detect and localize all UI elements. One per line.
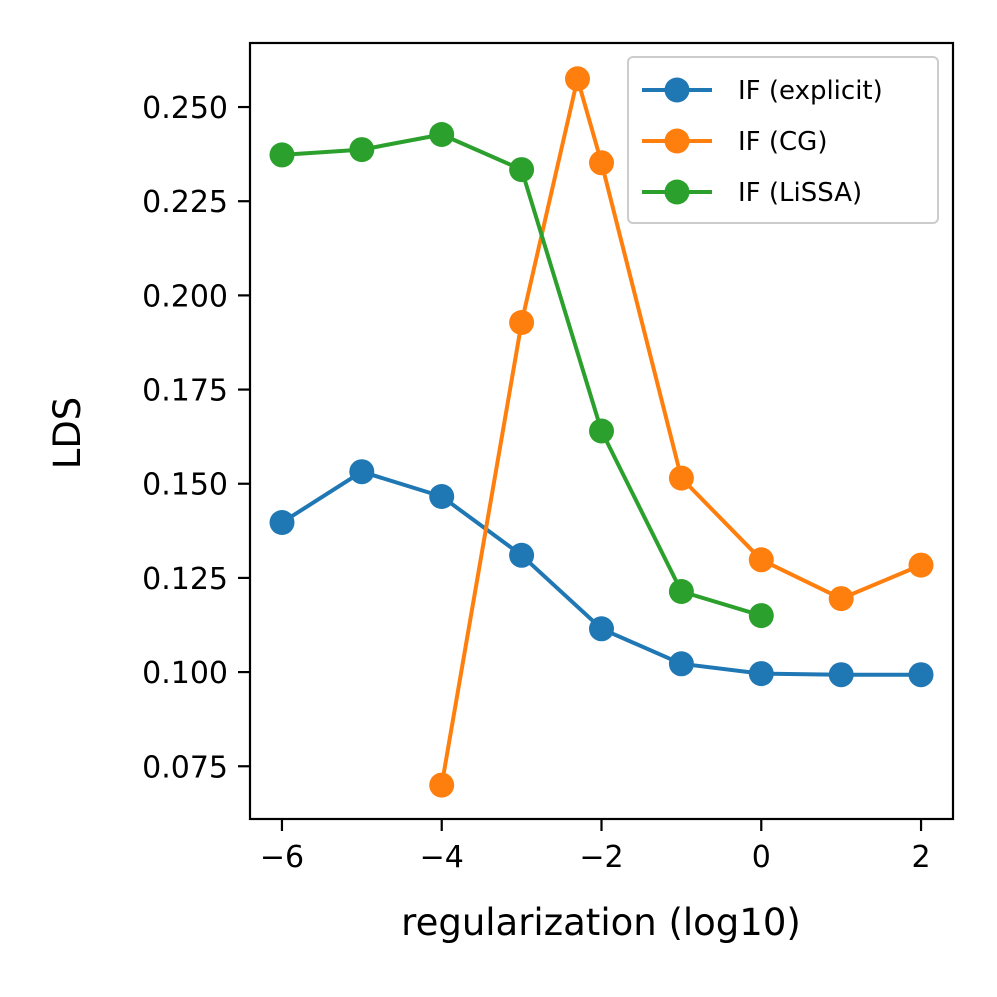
series-line	[439, 76, 922, 786]
legend-entry: IF (explicit)	[642, 76, 883, 106]
data-point	[828, 586, 854, 612]
data-point	[429, 484, 455, 509]
axes: −6 −4 −2 0 2 0.075 0.100 0.125 0.150 0.175 0.200 0.…	[142, 41, 955, 875]
plot-area	[269, 66, 934, 798]
legend-entry: IF (LiSSA)	[642, 178, 862, 208]
series-2	[429, 66, 934, 798]
legend-label: IF (LiSSA)	[738, 178, 862, 208]
legend-label: IF (explicit)	[738, 76, 883, 106]
data-point	[748, 547, 774, 573]
legend-label: IF (CG)	[738, 127, 827, 157]
data-point	[349, 459, 375, 485]
data-point	[269, 142, 295, 168]
data-point	[668, 579, 694, 604]
data-point	[668, 465, 694, 491]
data-point	[748, 603, 774, 629]
data-point	[668, 651, 694, 677]
y-tick-label: 0.225	[142, 185, 228, 220]
x-tick-label: −4	[420, 840, 464, 875]
x-axis-label: regularization (log10)	[401, 901, 801, 944]
y-tick-label: 0.250	[142, 91, 228, 126]
x-tick-label: −2	[579, 840, 623, 875]
data-point	[828, 662, 854, 688]
y-tick-label: 0.125	[142, 562, 228, 597]
legend-marker	[664, 77, 690, 103]
y-tick-label: 0.100	[142, 656, 228, 691]
data-point	[565, 66, 590, 92]
y-tick-label: 0.075	[142, 750, 228, 785]
x-tick-label: −6	[260, 840, 304, 875]
data-point	[509, 157, 535, 183]
data-point	[908, 552, 934, 578]
data-point	[748, 661, 774, 687]
series-3	[269, 122, 774, 629]
x-tick-label: 2	[911, 840, 930, 875]
legend-marker	[664, 128, 690, 154]
y-tick-label: 0.150	[142, 468, 228, 503]
data-point	[429, 122, 455, 147]
y-tick-label: 0.200	[142, 279, 228, 314]
x-tick-label: 0	[752, 840, 771, 875]
y-tick-label: 0.175	[142, 374, 228, 409]
series-1	[269, 459, 934, 688]
legend-marker	[664, 179, 690, 205]
data-point	[509, 542, 535, 568]
legend-entry: IF (CG)	[642, 127, 827, 157]
y-axis-label: LDS	[46, 397, 89, 470]
data-point	[269, 510, 295, 535]
data-point	[589, 418, 614, 444]
legend-box	[627, 56, 939, 224]
data-point	[589, 150, 614, 176]
data-point	[908, 662, 934, 688]
legend: IF (explicit) IF (CG) IF (LiSSA)	[627, 56, 939, 224]
data-point	[429, 772, 455, 798]
data-point	[349, 137, 375, 163]
data-point	[509, 310, 535, 335]
data-point	[589, 616, 614, 642]
